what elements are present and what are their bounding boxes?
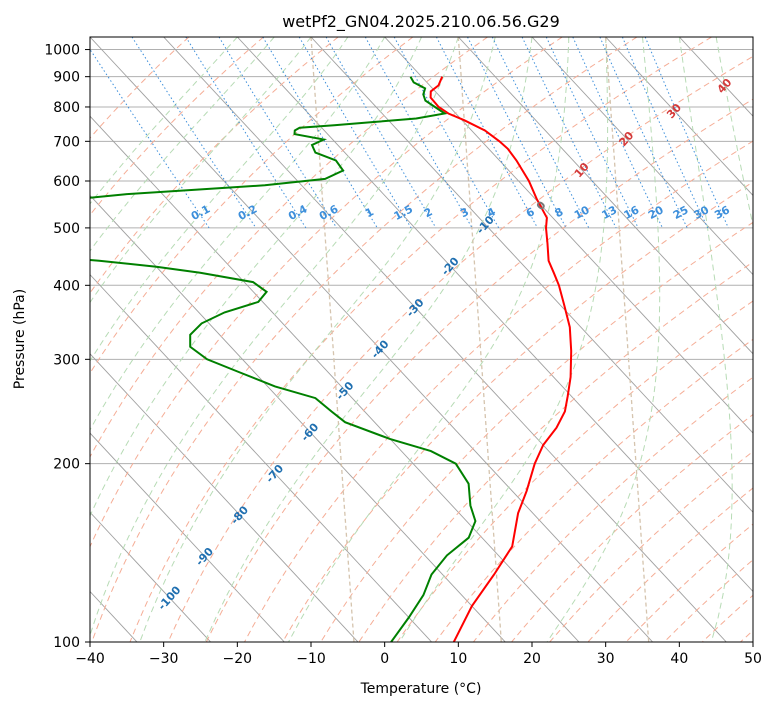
- y-axis-ticks: 1000 900 800 700 600 500 400 300 200 100: [44, 43, 90, 651]
- dry-adiabat-line: [168, 37, 775, 642]
- x-tick-label: 20: [523, 651, 541, 667]
- dry-adiabat-line: [702, 37, 775, 642]
- x-tick-label: −40: [75, 651, 105, 667]
- mixing-ratio-label: 10: [572, 203, 592, 222]
- moist-adiabat-line: [716, 37, 775, 642]
- dry-adiabat-line: [512, 37, 775, 642]
- x-axis-ticks: −40 −30 −20 −10 0 10 20 30 40 50: [75, 642, 762, 667]
- y-tick-label: 300: [53, 352, 80, 368]
- mixing-ratio-label: 25: [671, 203, 691, 222]
- mixing-ratio-label: 16: [622, 203, 642, 222]
- dry-adiabat-line: [664, 37, 775, 642]
- mixing-ratio-line: [263, 37, 378, 228]
- mixing-ratio-label: 8: [553, 205, 566, 220]
- y-tick-label: 800: [53, 100, 80, 116]
- chart-title: wetPf2_GN04.2025.210.06.56.G29: [282, 12, 560, 32]
- mixing-ratio-line: [645, 37, 728, 228]
- x-tick-label: −20: [223, 651, 253, 667]
- mixing-ratio-label: 0.1: [189, 202, 212, 223]
- dry-adiabat-line: [16, 37, 488, 642]
- moist-adiabat-line: [547, 37, 660, 642]
- mixing-ratio-label: 1: [363, 205, 376, 220]
- y-tick-label: 400: [53, 278, 80, 294]
- mixing-ratio-label: 0.2: [236, 202, 259, 223]
- mixing-ratio-label: 30: [691, 203, 711, 222]
- mixing-ratio-line: [394, 37, 499, 228]
- y-tick-label: 700: [53, 134, 80, 150]
- x-tick-label: 0: [380, 651, 389, 667]
- isotherm-line: [0, 37, 505, 642]
- y-tick-label: 500: [53, 221, 80, 237]
- isotherm-line: [90, 37, 653, 642]
- dry-adiabat-line: [92, 37, 637, 642]
- mixing-ratio-label: 6: [524, 205, 537, 220]
- x-tick-label: 30: [597, 651, 615, 667]
- mixing-ratio-label: 0.4: [286, 202, 310, 223]
- moist-adiabat-line: [45, 37, 421, 642]
- moist-adiabat-line: [679, 37, 732, 642]
- x-tick-label: −30: [149, 651, 179, 667]
- mixing-ratio-label: 20: [646, 203, 666, 222]
- x-tick-label: 10: [449, 651, 467, 667]
- dry-adiabat-line: [283, 37, 775, 642]
- moist-adiabat-line: [205, 37, 532, 642]
- y-tick-label: 200: [53, 457, 80, 473]
- y-tick-label: 600: [53, 174, 80, 190]
- isotherm-line: [0, 37, 211, 642]
- x-tick-label: −10: [296, 651, 326, 667]
- isotherm-line: [679, 37, 775, 642]
- dry-adiabat-line: [741, 37, 775, 642]
- dry-adiabat-line: [397, 37, 775, 642]
- dry-adiabat-line: [0, 37, 189, 642]
- mixing-ratio-line: [299, 37, 411, 228]
- y-tick-label: 900: [53, 70, 80, 86]
- y-tick-label: 1000: [44, 43, 80, 59]
- mixing-ratio-line: [365, 37, 472, 228]
- dry-adiabat-line: [0, 37, 338, 642]
- mixing-ratio-label: 36: [712, 203, 732, 222]
- x-tick-label: 40: [670, 651, 688, 667]
- y-tick-label: 100: [53, 635, 80, 651]
- mixing-ratio-line: [492, 37, 589, 228]
- x-tick-label: 50: [744, 651, 762, 667]
- isotherm-line: [164, 37, 727, 642]
- mixing-ratio-line: [186, 37, 306, 228]
- moist-adiabat-line: [0, 37, 274, 642]
- moist-adiabat-line: [289, 37, 569, 642]
- moist-adiabat-line: [0, 37, 311, 642]
- y-axis-label: Pressure (hPa): [12, 289, 28, 389]
- dry-adiabat-line: [321, 37, 775, 642]
- background-lines: [0, 37, 775, 642]
- mixing-ratio-line: [600, 37, 687, 228]
- isotherm-line: [385, 37, 775, 642]
- isotherm-line: [606, 37, 775, 642]
- mixing-ratio-label: 2: [422, 205, 435, 220]
- moist-adiabat-line: [9, 37, 384, 642]
- mixing-ratio-label: 1.5: [392, 202, 415, 223]
- isotherm-line: [753, 37, 775, 642]
- mixing-ratio-line: [132, 37, 256, 228]
- x-axis-label: Temperature (°C): [360, 681, 482, 697]
- isotherm-line: [0, 37, 432, 642]
- isotherm-line: [0, 37, 63, 642]
